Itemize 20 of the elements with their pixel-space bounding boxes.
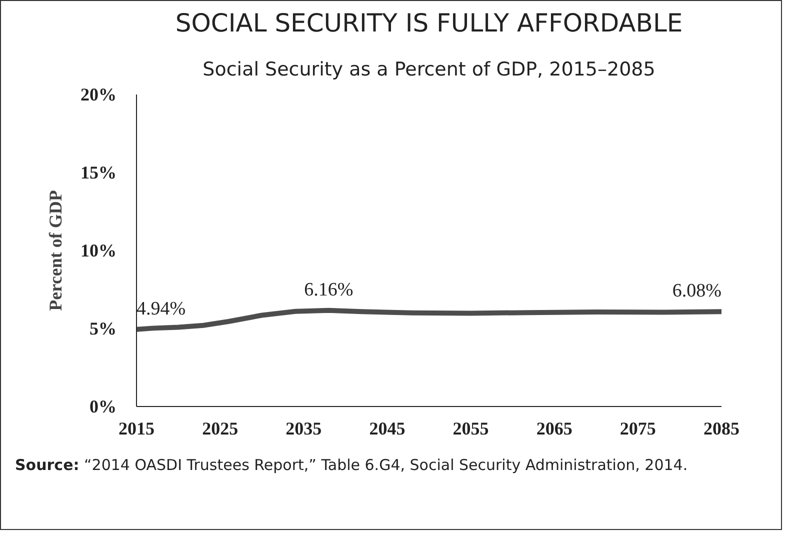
y-tick-label: 10% [80, 240, 116, 260]
chart-subtitle: Social Security as a Percent of GDP, 2015–2085 [202, 58, 656, 80]
y-tick-label: 5% [90, 318, 116, 338]
x-tick-label: 2025 [202, 418, 238, 438]
source-note: Source: “2014 OASDI Trustees Report,” Table 6.G4, Social Security Administration, 2014. [15, 456, 688, 476]
x-tick-label: 2055 [452, 418, 489, 438]
x-tick-label: 2035 [286, 418, 322, 438]
chart-title: SOCIAL SECURITY IS FULLY AFFORDABLE [175, 8, 683, 38]
x-tick-label: 2065 [536, 418, 572, 438]
y-axis-title: Percent of GDP [46, 190, 66, 311]
x-tick-label: 2085 [704, 418, 740, 438]
y-tick-label: 0% [90, 396, 116, 416]
annotation: 6.08% [672, 280, 722, 302]
y-tick-label: 15% [80, 162, 116, 182]
x-tick-label: 2075 [620, 418, 656, 438]
annotation: 6.16% [304, 279, 354, 300]
annotation: 4.94% [136, 298, 186, 320]
x-tick-label: 2015 [118, 418, 154, 438]
y-tick-label: 20% [80, 84, 116, 104]
x-tick-label: 2045 [369, 418, 406, 438]
